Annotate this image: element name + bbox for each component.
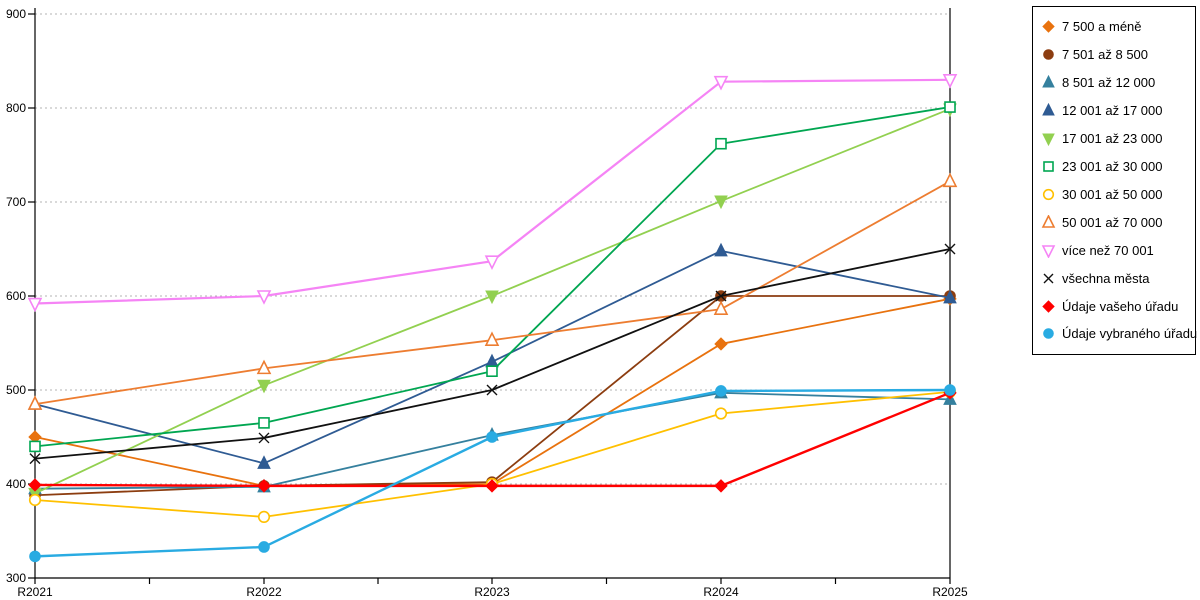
series-5 [29,101,956,453]
legend-item-label: více než 70 001 [1062,242,1154,258]
legend-item-label: Údaje vybraného úřadu [1062,326,1198,342]
y-tick-label: 500 [6,383,26,397]
legend-item-label: 23 001 až 30 000 [1062,158,1163,174]
legend-marker-square-icon [1043,161,1054,172]
series-9 [29,243,956,465]
legend-marker-triangle-down-icon [1042,133,1055,147]
series-6 [28,385,957,524]
legend-marker-triangle-down-icon [1041,244,1056,258]
legend-item: 7 500 a méně [1041,15,1191,39]
legend-item: Údaje vybraného úřadu [1041,322,1197,346]
legend-item: 12 001 až 17 000 [1041,99,1191,123]
legend-item: Údaje vašeho úřadu [1041,294,1191,318]
y-tick-label: 800 [6,101,26,115]
legend-marker-circle-icon [1042,188,1055,200]
series-11 [29,384,956,563]
legend-marker-triangle-up-icon [1042,103,1055,116]
legend-marker-triangle-up-icon [1042,75,1055,88]
legend-item-label: 50 001 až 70 000 [1062,214,1163,230]
legend-item: více než 70 001 [1041,238,1191,262]
legend-item: 23 001 až 30 000 [1041,154,1191,178]
legend-marker-diamond-icon [1042,299,1055,313]
x-tick-label: R2022 [246,585,282,599]
series-8 [27,74,958,313]
legend-item-label: 17 001 až 23 000 [1062,131,1163,147]
y-tick-label: 900 [6,7,26,21]
legend-item: 17 001 až 23 000 [1041,127,1191,151]
y-axis-ticks: 300 400 500 600 700 800 900 [6,7,35,585]
legend-marker-diamond-icon [1042,20,1055,34]
gridlines [35,13,950,485]
legend-item-label: 7 500 a méně [1062,19,1142,35]
legend-item-label: všechna města [1062,270,1150,286]
y-tick-label: 400 [6,477,26,491]
x-tick-label: R2023 [474,585,510,599]
legend-item: 30 001 až 50 000 [1041,182,1191,206]
legend-marker-triangle-up-icon [1041,214,1056,228]
y-tick-label: 600 [6,289,26,303]
y-tick-label: 700 [6,195,26,209]
legend-item-label: Údaje vašeho úřadu [1062,298,1179,314]
series-7 [27,172,958,410]
x-tick-label: R2021 [17,585,53,599]
legend-item-label: 8 501 až 12 000 [1062,75,1156,91]
x-tick-label: R2025 [932,585,968,599]
x-tick-label: R2024 [703,585,739,599]
legend-item: 8 501 až 12 000 [1041,71,1191,95]
legend-item-label: 12 001 až 17 000 [1062,103,1163,119]
legend-marker-circle-icon [1043,328,1054,340]
legend-item: všechna města [1041,266,1191,290]
x-axis-ticks: R2021 R2022 R2023 R2024 R2025 [17,578,968,599]
legend-item: 7 501 až 8 500 [1041,43,1191,67]
legend-item-label: 30 001 až 50 000 [1062,186,1163,202]
legend-item: 50 001 až 70 000 [1041,210,1191,234]
y-tick-label: 300 [6,571,26,585]
series-0 [28,292,957,493]
legend-marker-circle-icon [1043,49,1054,61]
legend-marker-x-icon [1043,273,1054,284]
legend-item-label: 7 501 až 8 500 [1062,47,1149,63]
legend: 7 500 a méně 7 501 až 8 500 8 501 až 12 00… [1032,6,1197,355]
